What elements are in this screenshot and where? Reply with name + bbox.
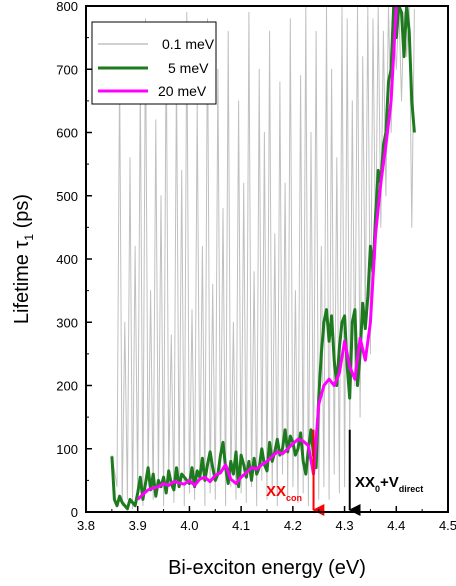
series-line-1 <box>110 6 416 511</box>
legend-label-1: 5 meV <box>168 60 209 76</box>
series-line-2 <box>136 6 398 501</box>
y-tick-label-8: 800 <box>56 0 78 14</box>
annotation-xx0-plus: +V <box>380 474 399 491</box>
y-axis-title-main: Lifetime τ <box>11 241 33 325</box>
y-tick-label-1: 100 <box>56 442 78 457</box>
annotation-xx0-sub0: 0 <box>375 484 380 494</box>
x-tick-label-0: 3.8 <box>77 518 95 533</box>
annotation-xx-con-sub: con <box>286 493 302 503</box>
x-tick-label-7: 4.5 <box>439 518 456 533</box>
annotation-xx-con: XXcon <box>266 483 302 503</box>
x-tick-label-5: 4.3 <box>336 518 354 533</box>
series-line-0 <box>111 6 415 510</box>
annotation-layer <box>312 429 361 516</box>
y-tick-label-2: 200 <box>56 379 78 394</box>
y-tick-label-5: 500 <box>56 189 78 204</box>
y-tick-label-6: 600 <box>56 126 78 141</box>
y-tick-label-0: 0 <box>71 505 78 520</box>
y-tick-label-3: 300 <box>56 315 78 330</box>
annotation-xx0-main: XX <box>355 474 375 491</box>
x-tick-label-6: 4.4 <box>387 518 405 533</box>
y-tick-label-4: 400 <box>56 252 78 267</box>
y-axis-title-unit: (ps) <box>11 194 33 234</box>
annotation-xx-con-main: XX <box>266 483 286 500</box>
legend-label-2: 20 meV <box>158 83 207 99</box>
x-axis-title: Bi-exciton energy (eV) <box>168 557 366 579</box>
series-layer <box>110 6 416 511</box>
x-tick-label-3: 4.1 <box>232 518 250 533</box>
y-axis-title-sub: 1 <box>22 234 36 241</box>
x-tick-label-1: 3.9 <box>129 518 147 533</box>
y-axis-title: Lifetime τ1 (ps) <box>11 194 36 324</box>
legend-label-0: 0.1 meV <box>162 36 215 52</box>
ticks-layer: 3.8 3.9 4.0 4.1 4.2 4.3 4.4 4.5 0 100 200 300 400 500… <box>56 0 456 533</box>
x-tick-label-4: 4.2 <box>284 518 302 533</box>
annotation-xx0-sub1: direct <box>399 484 424 494</box>
y-tick-label-7: 700 <box>56 62 78 77</box>
legend: 0.1 meV 5 meV 20 meV <box>91 21 217 105</box>
annotation-xx0-vdirect: XX0+Vdirect <box>355 474 423 494</box>
x-tick-label-2: 4.0 <box>180 518 198 533</box>
